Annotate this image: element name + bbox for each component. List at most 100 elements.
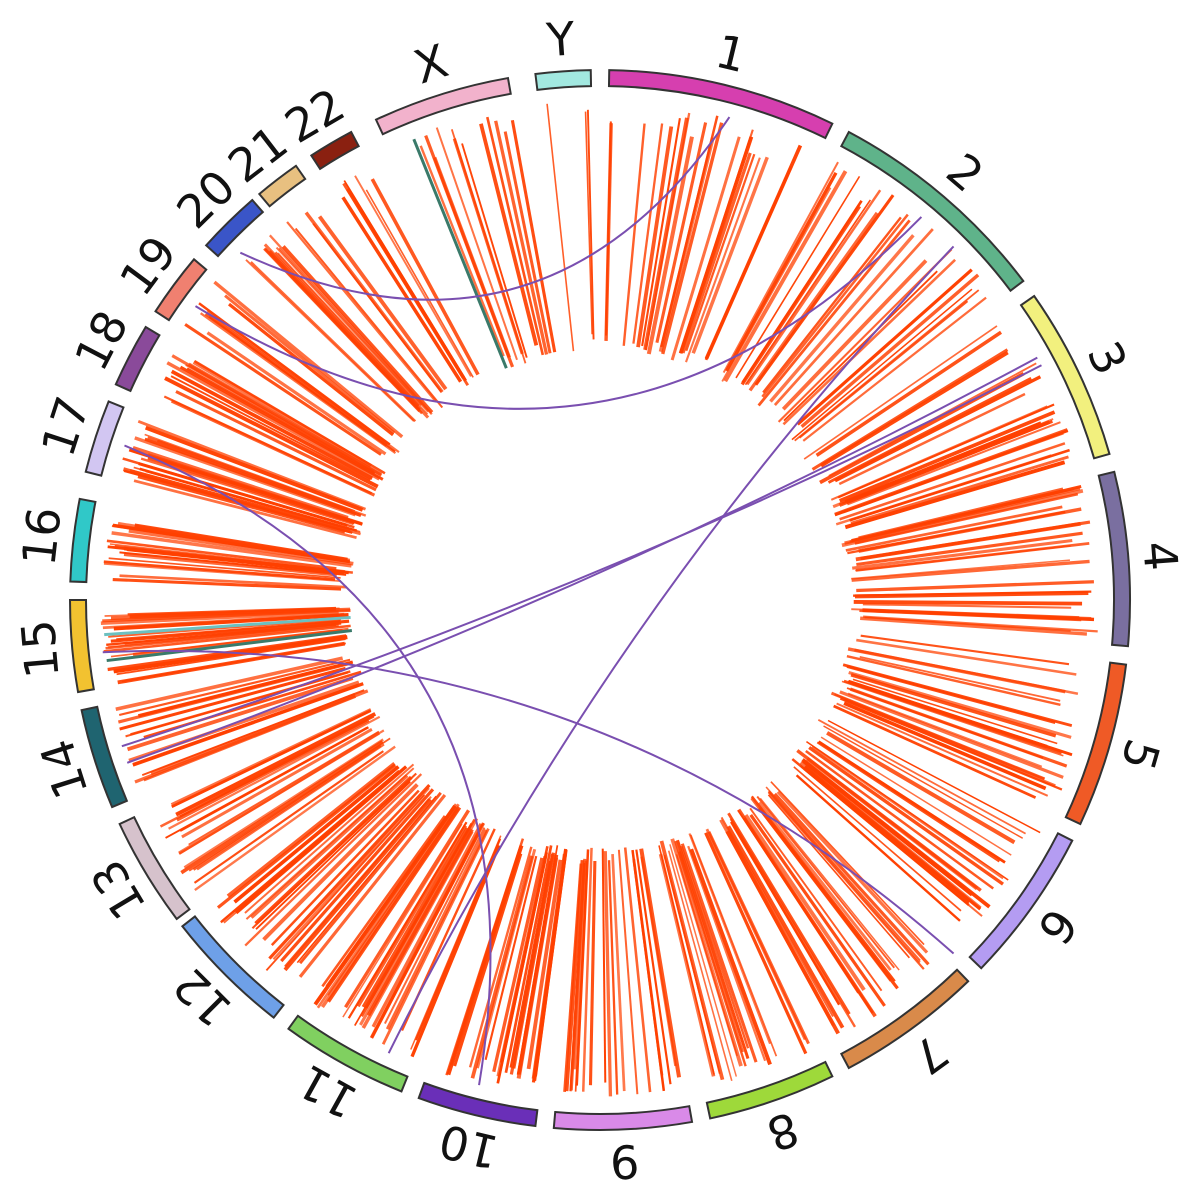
track-line-chr15 [113,612,349,631]
track-line-chr14 [118,658,351,717]
links [102,116,1042,1086]
track-line-chr5 [848,679,1048,749]
track-line-chr19 [206,331,387,456]
track-line-chr11 [321,815,446,988]
track-line-chr17 [128,448,363,526]
track-line-chr9 [603,851,613,1097]
track-line-chr8 [680,845,750,1049]
track-line-chr10 [492,857,544,1073]
track-line-chr18 [166,361,381,481]
track-line-chr12 [245,767,415,920]
track-line-chrX [452,138,524,355]
track-line-chr2 [782,258,957,426]
chromosome-6 [968,832,1074,970]
track-line-chr6 [826,731,1016,845]
track-line-chr5 [847,647,1066,694]
link-chr3-chr14 [121,364,1042,748]
track-line-chr2 [791,288,973,441]
track-line-chr10 [468,846,533,1068]
track-line-chr11 [371,823,483,1028]
highlight-line [104,615,351,637]
track-line-chr18 [170,375,371,481]
track-line-chr1 [604,123,613,342]
track-line-chr14 [119,666,346,731]
track-line-chr9 [573,860,588,1070]
track-line-chr15 [102,608,351,623]
track-line-chr8 [658,853,716,1077]
chromosome-label: 3 [1077,333,1138,383]
track-line-chr16 [123,552,337,577]
chromosome-label: 10 [434,1113,504,1179]
track-line-chr1 [641,117,681,347]
track-line-chr9 [611,853,626,1092]
track-line-chr5 [830,691,1046,781]
track-line-chr16 [112,577,342,591]
track-line-chr6 [795,774,961,922]
track-line-chr17 [148,453,363,525]
track-line-chr12 [244,763,415,914]
track-line-chr6 [817,740,1006,864]
track-line-chr15 [105,624,339,650]
chromosome-label: 15 [11,617,70,680]
link-chr15-chr7 [102,649,955,955]
track-line-chr7 [725,830,840,1035]
track-line-chr10 [496,855,548,1077]
track-line-chr11 [410,844,501,1058]
track-line-chr19 [184,323,382,456]
chromosome-20 [204,198,265,258]
track-line-chr5 [839,690,1064,779]
chromosome-X [374,76,512,136]
track-line-chr2 [754,194,895,386]
track-line-chr13 [188,730,380,846]
track-line-chr13 [178,729,385,855]
chromosome-label: Y [544,11,578,67]
track-line-chr6 [805,749,995,890]
track-line-chr7 [730,821,841,1006]
chromosome-13 [118,815,191,921]
chromosome-9 [552,1105,694,1131]
track-line-chr3 [844,460,1066,530]
track-line-chr1 [636,126,674,348]
track-line-chr12 [268,784,431,960]
track-line-chr3 [834,429,1069,517]
track-line-chr4 [845,505,1063,552]
track-line-chr8 [680,843,758,1063]
highlight-line [412,138,508,369]
track-line-chr6 [811,745,1004,880]
track-line-chr11 [344,809,470,1009]
track-line-chr4 [851,559,1071,580]
track-line-chr22 [354,175,472,377]
track-line-chr2 [781,259,928,411]
track-line-chr13 [175,712,377,817]
track-line-chr1 [632,123,664,344]
chromosome-label: X [408,34,454,95]
track-line-chr3 [839,442,1066,521]
track-line-chr1 [643,117,689,351]
track-line-chr21 [294,227,444,409]
track-line-chr13 [180,740,384,875]
track-line-chr8 [678,851,744,1053]
track-line-chr6 [793,766,962,912]
track-line-chr4 [847,510,1066,555]
track-line-chr10 [516,854,559,1075]
track-line-chr11 [361,827,469,1008]
track-line-chr19 [199,312,397,455]
track-line-chr3 [842,418,1054,504]
track-line-chr9 [601,848,607,1083]
track-line-chr9 [617,849,639,1095]
track-line-chr8 [704,832,808,1055]
track-line-chr14 [125,671,349,738]
chromosome-Y [534,69,593,91]
track-line-chr2 [723,170,848,383]
track-line-chr1 [691,156,769,354]
track-line-chr6 [796,749,982,892]
track-line-chr14 [115,656,344,712]
track-line-chr12 [226,762,396,898]
chromosome-12 [180,915,285,1020]
track-line-chr2 [741,200,863,384]
track-line-chr7 [729,818,856,1028]
track-line-chr1 [704,144,803,360]
chromosome-1 [607,69,834,140]
chromosome-11 [287,1014,409,1093]
track-line-chrX [494,120,549,355]
